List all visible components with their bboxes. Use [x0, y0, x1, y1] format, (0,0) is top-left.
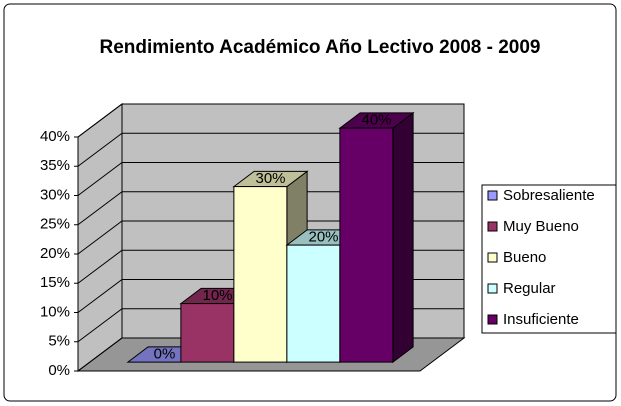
data-label: 10%: [202, 287, 232, 304]
legend-label: Regular: [503, 280, 556, 297]
y-tick-label: 15%: [40, 274, 70, 291]
y-tick-label: 35%: [40, 157, 70, 174]
grid-line: [77, 103, 464, 138]
y-tick-label: 20%: [40, 245, 70, 262]
data-label: 40%: [361, 111, 391, 128]
legend-label: Muy Bueno: [503, 218, 579, 235]
y-tick-label: 30%: [40, 186, 70, 203]
legend-swatch: [487, 190, 498, 201]
y-tick-label: 25%: [40, 216, 70, 233]
data-label: 20%: [308, 228, 338, 245]
y-tick-label: 40%: [40, 128, 70, 145]
legend-swatch: [487, 314, 498, 325]
legend-label: Insuficiente: [503, 311, 579, 328]
legend-swatch: [487, 221, 498, 232]
y-tick-label: 10%: [40, 303, 70, 320]
legend-swatch: [487, 252, 498, 263]
bar: [286, 244, 341, 363]
chart-title: Rendimiento Académico Año Lectivo 2008 -…: [99, 37, 541, 58]
y-tick-label: 0%: [48, 362, 70, 379]
data-label: 30%: [255, 170, 285, 187]
y-tick-label: 5%: [48, 333, 70, 350]
legend-swatch: [487, 283, 498, 294]
data-label: 0%: [154, 345, 176, 362]
legend-label: Sobresaliente: [503, 187, 595, 204]
bar: [180, 303, 235, 363]
bar: [233, 186, 288, 363]
bar-side: [392, 111, 414, 364]
bar: [339, 127, 394, 363]
legend-label: Bueno: [503, 249, 546, 266]
legend: [481, 184, 617, 334]
